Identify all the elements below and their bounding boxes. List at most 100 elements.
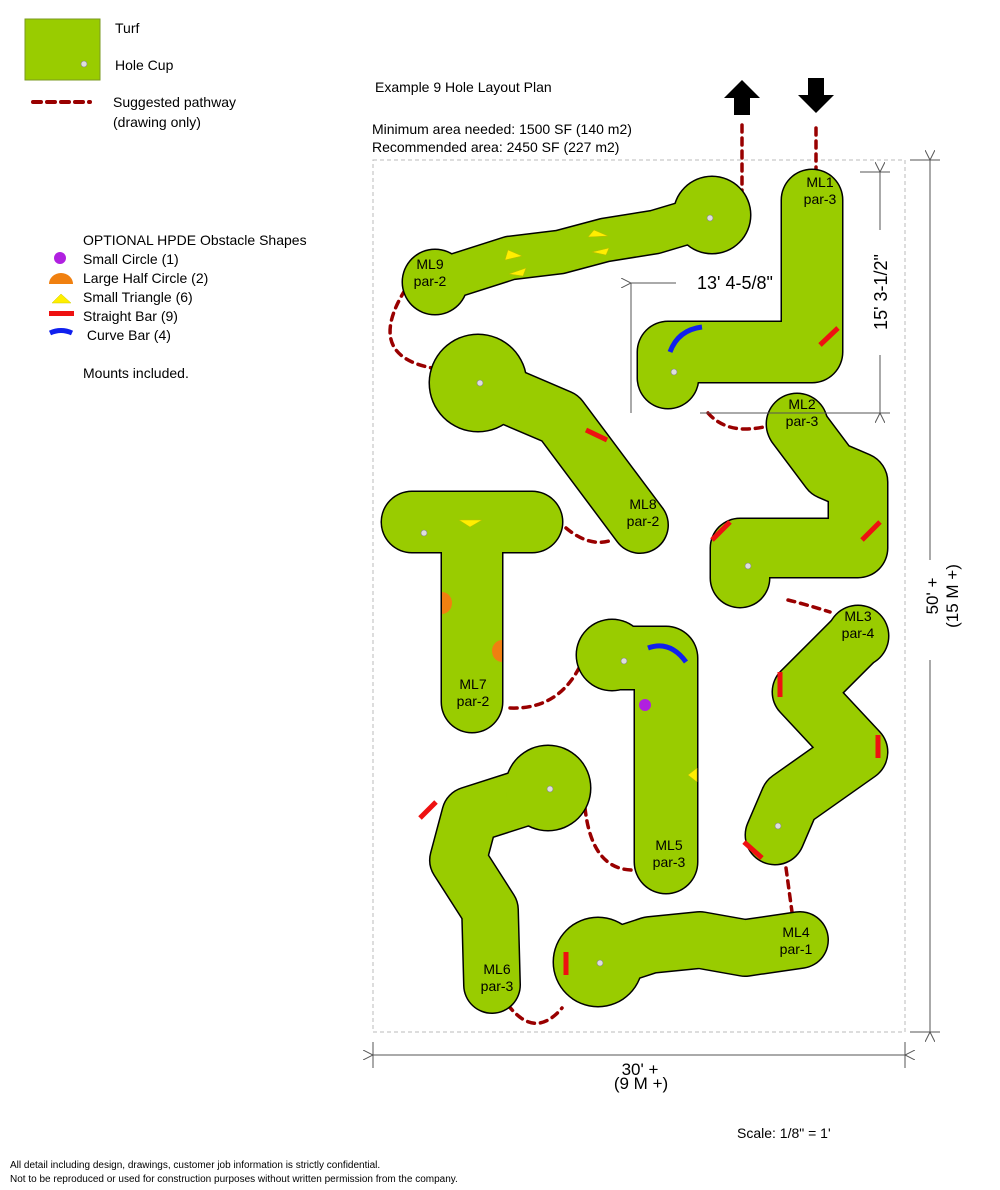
hole-cup-icon <box>706 214 714 222</box>
hole-par: par-3 <box>652 854 686 870</box>
obstacle-half-circle-label: Large Half Circle (2) <box>83 270 209 286</box>
triangle-icon <box>51 293 72 304</box>
pathway-segment <box>388 288 434 370</box>
turf-ml5 <box>577 620 647 690</box>
straight-bar-obstacle <box>710 520 732 542</box>
dim-total-height: 50' + <box>923 578 942 615</box>
hole-cup-icon <box>420 529 428 537</box>
obstacles <box>418 214 882 975</box>
hole-name: ML4 <box>782 924 810 940</box>
small-circle-icon <box>54 252 66 264</box>
hole-par: par-1 <box>779 941 813 957</box>
half-circle-obstacle <box>492 640 502 662</box>
curve-bar-obstacle <box>647 643 689 664</box>
straight-bar-obstacle <box>418 800 438 820</box>
turf-ml9 <box>403 250 467 314</box>
pathway-segment <box>786 598 832 614</box>
footer-confidential: All detail including design, drawings, c… <box>10 1160 381 1171</box>
dim-height-ml1: 15' 3-1/2" <box>871 254 891 330</box>
straight-bar-obstacle <box>742 840 764 860</box>
hole-name: ML2 <box>788 396 816 412</box>
half-circle-icon <box>49 273 73 284</box>
hole-cup-icon <box>744 562 752 570</box>
legend-hole-cup-label: Hole Cup <box>115 57 174 73</box>
min-area: Minimum area needed: 1500 SF (140 m2) <box>372 121 632 137</box>
hole-name: ML1 <box>806 174 834 190</box>
hole-label-ml5: ML5 par-3 <box>647 837 691 871</box>
area-boundary <box>372 159 906 1033</box>
pathway-segment <box>508 660 584 710</box>
plan-title: Example 9 Hole Layout Plan <box>375 79 552 95</box>
straight-bar-icon <box>49 311 74 316</box>
pathway-segment <box>784 866 794 914</box>
pathways <box>388 123 832 1025</box>
straight-bar-obstacle <box>818 326 840 347</box>
triangle-obstacle <box>458 519 483 528</box>
recommended-area: Recommended area: 2450 SF (227 m2) <box>372 139 620 155</box>
hole-cup-icon <box>774 822 782 830</box>
turf-ml2 <box>767 394 827 454</box>
exit-arrow-icon <box>724 80 760 115</box>
hole-cup-icon <box>670 368 678 376</box>
hole-cup-icon <box>80 60 88 68</box>
hole-name: ML6 <box>483 961 511 977</box>
triangle-obstacle <box>587 229 609 238</box>
turf-ml9 <box>674 177 750 253</box>
turf-ml3 <box>828 606 888 666</box>
hole-label-ml2: ML2 par-3 <box>780 396 824 430</box>
half-circle-obstacle <box>442 592 452 614</box>
hole-cup-icon <box>546 785 554 793</box>
turf-ml9 <box>414 194 733 303</box>
hole-label-ml9: ML9 par-2 <box>408 256 452 290</box>
holes-fill <box>382 170 888 1013</box>
footer-permission: Not to be reproduced or used for constru… <box>10 1174 458 1185</box>
obstacle-triangle-label: Small Triangle (6) <box>83 289 193 305</box>
turf-ml3 <box>746 607 887 864</box>
turf-ml2 <box>711 397 887 607</box>
legend-turf-label: Turf <box>115 20 140 36</box>
dim-total-width-m: (9 M +) <box>613 1074 669 1093</box>
pathway-segment <box>583 806 638 872</box>
obstacles-title: OPTIONAL HPDE Obstacle Shapes <box>83 232 307 248</box>
triangle-obstacle <box>687 767 698 783</box>
obstacle-curve-bar-label: Curve Bar (4) <box>83 327 171 343</box>
dim-total-height-m: (15 M +) <box>943 564 962 628</box>
hole-par: par-3 <box>803 191 837 207</box>
hole-name: ML8 <box>629 496 657 512</box>
legend-pathway-note: (drawing only) <box>113 114 201 130</box>
obstacle-small-circle-label: Small Circle (1) <box>83 251 179 267</box>
pathway-segment <box>506 1003 564 1025</box>
triangle-obstacle <box>504 249 523 261</box>
dim-width-ml1: 13' 4-5/8" <box>697 273 773 294</box>
hole-par: par-3 <box>785 413 819 429</box>
turf-ml6 <box>430 762 576 1013</box>
hole-par: par-3 <box>480 978 514 994</box>
hole-name: ML7 <box>459 676 487 692</box>
hole-label-ml7: ML7 par-2 <box>451 676 495 710</box>
triangle-obstacle <box>591 247 610 256</box>
hole-par: par-4 <box>841 625 875 641</box>
curve-bar-obstacle <box>667 324 703 353</box>
hole-cup-icon <box>476 379 484 387</box>
obstacle-straight-bar-label: Straight Bar (9) <box>83 308 178 324</box>
scale-note: Scale: 1/8" = 1' <box>737 1125 831 1141</box>
pathway-segment <box>706 411 770 431</box>
small-circle-obstacle <box>639 699 651 711</box>
hole-label-ml6: ML6 par-3 <box>475 961 519 995</box>
mounts-note: Mounts included. <box>83 365 189 381</box>
triangle-obstacle <box>508 267 527 277</box>
hole-name: ML3 <box>844 608 872 624</box>
turf-swatch <box>24 18 101 81</box>
turf-ml1 <box>638 170 842 408</box>
straight-bar-obstacle <box>860 520 882 542</box>
hole-label-ml1: ML1 par-3 <box>798 174 842 208</box>
hole-cup-icon <box>620 657 628 665</box>
straight-bar-obstacle <box>584 427 609 443</box>
dimension-lines <box>373 160 940 1068</box>
hole-par: par-2 <box>413 273 447 289</box>
hole-label-ml4: ML4 par-1 <box>774 924 818 958</box>
hole-par: par-2 <box>626 513 660 529</box>
hole-name: ML5 <box>655 837 683 853</box>
dim-total-width: 30' + <box>621 1060 659 1079</box>
